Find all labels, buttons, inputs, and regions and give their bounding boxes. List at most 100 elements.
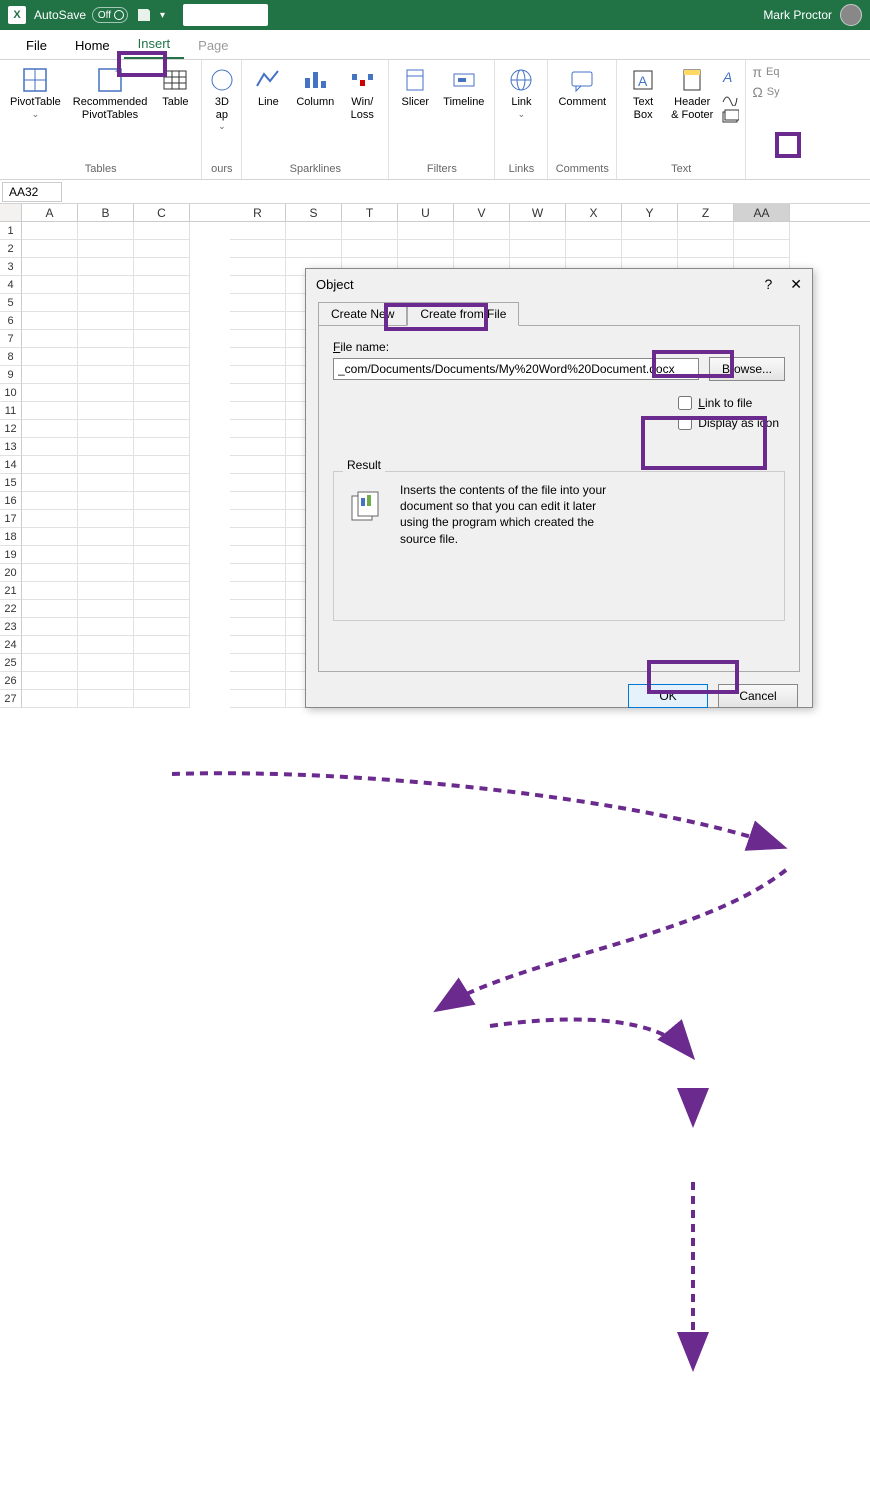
equation-button[interactable]: πEq <box>752 64 779 80</box>
cell[interactable] <box>22 312 78 330</box>
cell[interactable] <box>230 294 286 312</box>
row-header[interactable]: 21 <box>0 582 22 600</box>
sparkline-winloss-button[interactable]: Win/ Loss <box>342 64 382 161</box>
cell[interactable] <box>230 690 286 708</box>
cell[interactable] <box>22 384 78 402</box>
browse-button[interactable]: Browse... <box>709 357 785 381</box>
row-header[interactable]: 14 <box>0 456 22 474</box>
cell[interactable] <box>22 672 78 690</box>
cell[interactable] <box>566 240 622 258</box>
cell[interactable] <box>342 240 398 258</box>
wordart-icon[interactable]: A <box>721 68 739 86</box>
cell[interactable] <box>190 420 230 438</box>
cell[interactable] <box>22 564 78 582</box>
cell[interactable] <box>134 312 190 330</box>
row-header[interactable]: 4 <box>0 276 22 294</box>
cell[interactable] <box>734 222 790 240</box>
column-header[interactable]: AA <box>734 204 790 221</box>
cell[interactable] <box>22 636 78 654</box>
cell[interactable] <box>190 438 230 456</box>
row-header[interactable]: 3 <box>0 258 22 276</box>
cell[interactable] <box>134 618 190 636</box>
cell[interactable] <box>398 240 454 258</box>
cell[interactable] <box>78 240 134 258</box>
row-header[interactable]: 1 <box>0 222 22 240</box>
column-header[interactable]: U <box>398 204 454 221</box>
cell[interactable] <box>230 564 286 582</box>
cell[interactable] <box>78 672 134 690</box>
cell[interactable] <box>134 348 190 366</box>
cell[interactable] <box>134 258 190 276</box>
cell[interactable] <box>190 618 230 636</box>
cell[interactable] <box>622 240 678 258</box>
cell[interactable] <box>230 240 286 258</box>
cell[interactable] <box>134 420 190 438</box>
cell[interactable] <box>230 312 286 330</box>
cell[interactable] <box>78 528 134 546</box>
cell[interactable] <box>230 492 286 510</box>
cell[interactable] <box>190 510 230 528</box>
cell[interactable] <box>78 420 134 438</box>
headerfooter-button[interactable]: Header & Footer <box>667 64 717 161</box>
sparkline-column-button[interactable]: Column <box>292 64 338 161</box>
cell[interactable] <box>134 492 190 510</box>
cell[interactable] <box>134 366 190 384</box>
cell[interactable] <box>78 366 134 384</box>
cell[interactable] <box>230 258 286 276</box>
cell[interactable] <box>22 240 78 258</box>
cell[interactable] <box>78 438 134 456</box>
row-header[interactable]: 19 <box>0 546 22 564</box>
pivottable-button[interactable]: PivotTable ⌄ <box>6 64 65 161</box>
cell[interactable] <box>134 402 190 420</box>
cell[interactable] <box>22 492 78 510</box>
cell[interactable] <box>190 366 230 384</box>
column-header[interactable]: T <box>342 204 398 221</box>
cell[interactable] <box>134 456 190 474</box>
cell[interactable] <box>78 690 134 708</box>
cell[interactable] <box>78 330 134 348</box>
cell[interactable] <box>190 384 230 402</box>
column-header[interactable] <box>190 204 230 221</box>
autosave-toggle[interactable]: AutoSave Off <box>34 7 128 23</box>
row-header[interactable]: 2 <box>0 240 22 258</box>
cell[interactable] <box>134 330 190 348</box>
cell[interactable] <box>22 276 78 294</box>
cell[interactable] <box>190 564 230 582</box>
column-header[interactable]: S <box>286 204 342 221</box>
cell[interactable] <box>22 618 78 636</box>
cell[interactable] <box>230 672 286 690</box>
cell[interactable] <box>134 564 190 582</box>
cell[interactable] <box>22 438 78 456</box>
qat-dropdown-icon[interactable]: ▾ <box>160 10 165 21</box>
row-header[interactable]: 24 <box>0 636 22 654</box>
symbol-button[interactable]: ΩSy <box>752 84 779 100</box>
cell[interactable] <box>78 312 134 330</box>
cell[interactable] <box>22 546 78 564</box>
help-icon[interactable]: ? <box>764 276 772 293</box>
cell[interactable] <box>78 222 134 240</box>
cell[interactable] <box>78 276 134 294</box>
cell[interactable] <box>190 636 230 654</box>
cell[interactable] <box>134 438 190 456</box>
cell[interactable] <box>190 294 230 312</box>
cell[interactable] <box>190 582 230 600</box>
cell[interactable] <box>78 618 134 636</box>
row-header[interactable]: 17 <box>0 510 22 528</box>
object-icon[interactable] <box>721 108 739 126</box>
cell[interactable] <box>134 582 190 600</box>
column-header[interactable]: X <box>566 204 622 221</box>
row-header[interactable]: 10 <box>0 384 22 402</box>
cell[interactable] <box>78 402 134 420</box>
cell[interactable] <box>230 636 286 654</box>
avatar-icon[interactable] <box>840 4 862 26</box>
cell[interactable] <box>22 510 78 528</box>
row-header[interactable]: 16 <box>0 492 22 510</box>
row-header[interactable]: 20 <box>0 564 22 582</box>
cell[interactable] <box>230 330 286 348</box>
cell[interactable] <box>78 510 134 528</box>
cell[interactable] <box>230 582 286 600</box>
column-header[interactable]: A <box>22 204 78 221</box>
cell[interactable] <box>22 330 78 348</box>
cell[interactable] <box>78 294 134 312</box>
cell[interactable] <box>190 330 230 348</box>
